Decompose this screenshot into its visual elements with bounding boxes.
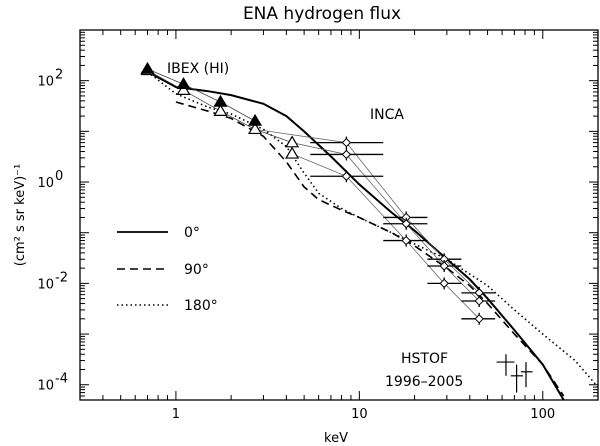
x-tick-label: 1 bbox=[172, 407, 180, 422]
inca-marker bbox=[401, 235, 411, 246]
ibex-label: IBEX (HI) bbox=[167, 61, 229, 77]
hstof-label: HSTOF bbox=[401, 351, 448, 367]
inca-marker bbox=[474, 296, 484, 306]
inca-label: INCA bbox=[370, 107, 404, 123]
y-tick-label: 10 bbox=[37, 176, 54, 191]
hstof-years-label: 1996–2005 bbox=[385, 374, 463, 390]
chart-title: ENA hydrogen flux bbox=[243, 4, 401, 24]
y-tick-exponent: 2 bbox=[55, 68, 63, 83]
ibex-open-marker bbox=[247, 122, 263, 135]
y-tick-exponent: -4 bbox=[55, 372, 68, 387]
ibex-open-marker bbox=[176, 82, 191, 95]
plot-frame bbox=[79, 29, 599, 401]
ibex-open-marker bbox=[285, 135, 300, 148]
x-axis-label: keV bbox=[324, 431, 348, 446]
ibex-filled-marker bbox=[213, 94, 228, 107]
inca-connector-line bbox=[292, 142, 480, 302]
legend: 0° 90° 180° bbox=[117, 225, 218, 314]
ibex-open-marker bbox=[213, 104, 228, 116]
x-tick-label: 10 bbox=[351, 407, 368, 422]
y-tick-label: 10 bbox=[37, 277, 54, 292]
y-tick-exponent: 0 bbox=[55, 169, 63, 184]
y-tick-label: 10 bbox=[37, 75, 54, 90]
ibex-open-marker bbox=[285, 146, 300, 159]
ibex-filled-marker bbox=[247, 113, 263, 126]
y-tick-exponent: -2 bbox=[55, 270, 68, 285]
inca-marker bbox=[341, 171, 352, 181]
curve-dashed bbox=[175, 101, 565, 397]
inca-marker bbox=[341, 149, 352, 160]
data-markers bbox=[140, 61, 533, 393]
legend-label: 180° bbox=[184, 298, 218, 314]
inca-connector-line bbox=[291, 153, 480, 320]
ibex-filled-marker bbox=[176, 77, 191, 90]
inca-marker bbox=[439, 278, 449, 289]
ibex-connector-line bbox=[147, 68, 256, 122]
curve-solid bbox=[147, 70, 565, 401]
y-axis-label: (cm² s sr keV)⁻¹ bbox=[13, 164, 28, 266]
curve-dotted bbox=[147, 71, 599, 388]
inca-marker bbox=[341, 137, 352, 148]
ibex-filled-marker bbox=[140, 61, 155, 74]
inca-marker bbox=[401, 219, 411, 229]
x-tick-label: 100 bbox=[530, 407, 555, 422]
inca-marker bbox=[474, 314, 484, 324]
legend-label: 0° bbox=[184, 225, 200, 241]
y-tick-label: 10 bbox=[37, 379, 54, 394]
legend-label: 90° bbox=[184, 262, 209, 278]
inca-marker bbox=[439, 261, 449, 271]
